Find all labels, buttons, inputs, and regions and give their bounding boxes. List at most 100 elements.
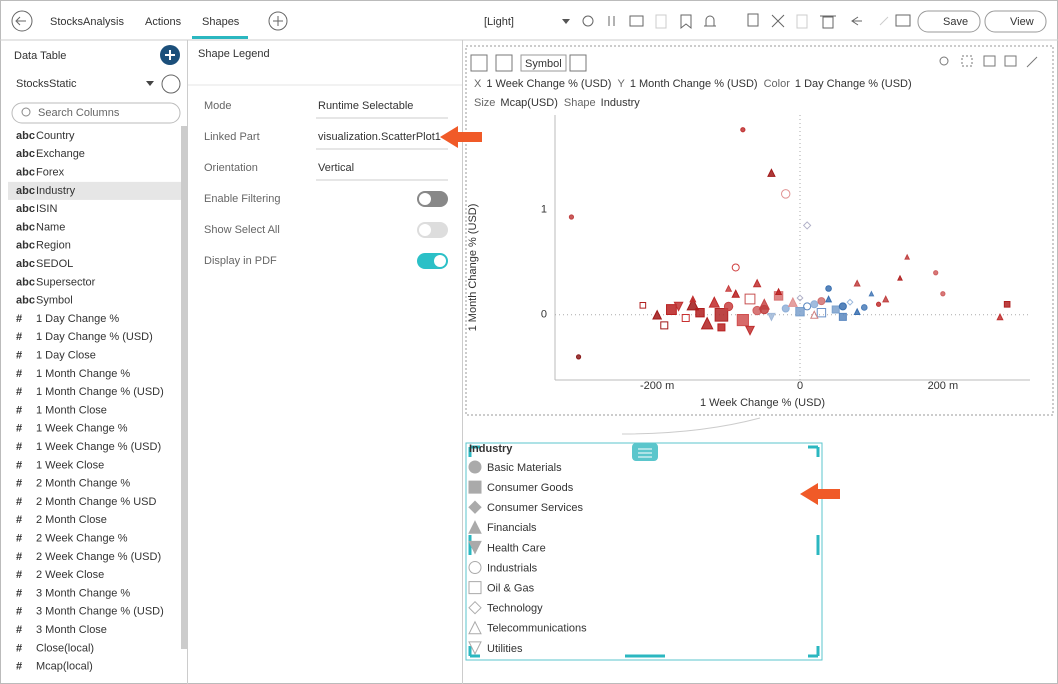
data-point[interactable] [568,214,575,220]
data-point[interactable] [824,295,833,303]
data-point[interactable] [700,316,714,330]
column-name[interactable]: Country [36,130,75,142]
column-name[interactable]: 2 Month Change % USD [36,496,157,508]
data-point[interactable] [724,284,733,292]
data-point[interactable] [660,321,669,330]
add-tab[interactable] [268,11,288,31]
data-point[interactable] [774,287,783,295]
data-point[interactable] [736,313,749,327]
column-name[interactable]: Forex [36,167,65,179]
data-point[interactable] [817,297,826,306]
column-name[interactable]: 2 Month Change % [36,478,130,490]
data-point[interactable] [744,293,756,305]
data-point[interactable] [940,291,946,297]
data-point[interactable] [759,304,769,315]
data-point[interactable] [717,323,726,332]
column-name[interactable]: Exchange [36,148,85,160]
data-point[interactable] [853,279,861,287]
data-point[interactable] [708,296,720,308]
data-point[interactable] [838,302,847,311]
data-point[interactable] [744,325,756,336]
data-point[interactable] [803,302,812,311]
data-point[interactable] [731,263,740,272]
data-point[interactable] [723,301,734,312]
data-point[interactable] [681,313,690,322]
data-point[interactable] [689,295,697,303]
setting-value[interactable]: Runtime Selectable [318,100,413,112]
data-point[interactable] [796,294,804,302]
binding-field[interactable]: 1 Day Change % (USD) [795,78,912,90]
column-name[interactable]: Mcap(local) [36,661,93,673]
data-point[interactable] [802,221,812,230]
column-name[interactable]: 2 Week Change % [36,533,128,545]
data-point[interactable] [882,295,890,303]
data-point[interactable] [731,289,741,298]
data-point[interactable] [868,290,875,297]
data-point[interactable] [875,301,882,307]
column-name[interactable]: 3 Month Change % [36,587,130,599]
data-point[interactable] [846,298,854,306]
resize-handles[interactable] [468,445,820,658]
dropdown-arrow[interactable] [562,19,570,24]
legend-label[interactable]: Industrials [487,562,538,574]
data-point[interactable] [781,304,790,313]
data-point[interactable] [740,127,746,133]
dropdown-arrow[interactable] [146,81,154,86]
symbol-button[interactable] [520,54,567,72]
legend-label[interactable]: Financials [487,522,537,534]
data-point[interactable] [695,307,705,318]
legend-label[interactable]: Health Care [487,542,546,554]
tab-active[interactable]: Shapes [202,16,240,28]
data-point[interactable] [933,270,939,276]
data-point[interactable] [752,278,762,288]
data-point[interactable] [810,300,819,309]
data-point[interactable] [831,305,840,314]
edit-source[interactable] [161,74,181,94]
data-point[interactable] [787,296,798,307]
binding-field[interactable]: 1 Week Change % (USD) [486,78,611,90]
column-name[interactable]: 2 Week Change % (USD) [36,551,161,563]
column-name[interactable]: 1 Month Close [36,404,107,416]
column-name[interactable]: 1 Week Change % [36,423,128,435]
column-name[interactable]: 1 Day Change % (USD) [36,331,153,343]
binding-field[interactable]: Industry [601,97,641,109]
data-point[interactable] [825,285,832,292]
legend-label[interactable]: Consumer Services [487,502,583,514]
data-point[interactable] [838,312,847,321]
setting-value[interactable]: visualization.ScatterPlot1 [318,131,441,143]
column-name[interactable]: 2 Month Close [36,514,107,526]
data-point[interactable] [809,310,819,319]
back-button[interactable] [11,10,33,32]
column-name[interactable]: 1 Month Change % [36,368,130,380]
data-point[interactable] [575,354,582,360]
binding-field[interactable]: Mcap(USD) [500,97,557,109]
column-name[interactable]: 1 Day Close [36,350,96,362]
data-point[interactable] [795,306,805,317]
data-point[interactable] [781,189,791,199]
data-point[interactable] [853,307,861,315]
binding-field[interactable]: 1 Month Change % (USD) [630,78,758,90]
column-name[interactable]: 1 Day Change % [36,313,119,325]
data-point[interactable] [666,304,677,315]
column-name[interactable]: Region [36,240,71,252]
column-name[interactable]: 2 Week Close [36,569,104,581]
search-box[interactable] [11,102,181,124]
data-point[interactable] [714,308,729,322]
tab[interactable]: StocksAnalysis [50,16,124,28]
data-point[interactable] [860,304,868,311]
column-name[interactable]: SEDOL [36,258,73,270]
column-name[interactable]: Supersector [36,276,96,288]
legend-label[interactable]: Telecommunications [487,623,587,635]
column-name[interactable]: Symbol [36,295,73,307]
legend-label[interactable]: Basic Materials [487,462,562,474]
column-name[interactable]: Close(local) [36,642,94,654]
data-point[interactable] [767,312,776,322]
data-point[interactable] [897,274,903,281]
data-point[interactable] [652,309,663,320]
legend-label[interactable]: Oil & Gas [487,583,535,595]
data-point[interactable] [673,301,684,312]
drag-handle[interactable] [632,443,658,461]
theme-selector[interactable]: [Light] [484,16,514,28]
legend-label[interactable]: Utilities [487,643,523,655]
column-name[interactable]: 3 Month Change % (USD) [36,606,164,618]
